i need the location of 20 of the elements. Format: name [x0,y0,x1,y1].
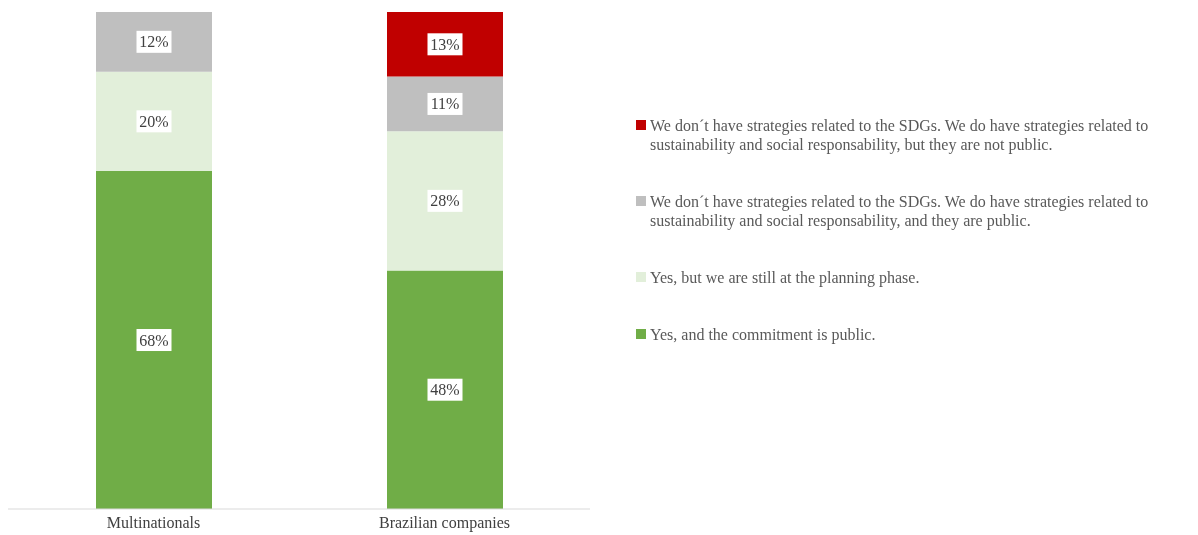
data-label: 20% [139,112,169,130]
legend-label: We don´t have strategies related to the SDGs. We do have strategies related to sustainability and social responsability, and they are public. [650,192,1150,230]
x-tick-label: Brazilian companies [378,514,511,533]
data-label: 68% [139,331,169,349]
data-label: 48% [430,381,460,399]
data-label: 28% [430,192,460,210]
legend-label: We don´t have strategies related to the SDGs. We do have strategies related to sustainability and social responsability, but they are not public. [650,116,1150,154]
bar [96,171,212,509]
bar [387,12,503,77]
data-label: 11% [430,95,460,113]
bar [96,12,212,72]
bar [387,76,503,132]
legend-label: Yes, and the commitment is public. [650,325,876,344]
x-tick-label: Multinationals [106,514,201,532]
bar [387,270,503,509]
legend-label: Yes, but we are still at the planning phase. [650,268,920,287]
bar [96,71,212,172]
data-label: 13% [430,35,460,53]
bar [387,131,503,271]
data-label: 12% [139,33,169,51]
